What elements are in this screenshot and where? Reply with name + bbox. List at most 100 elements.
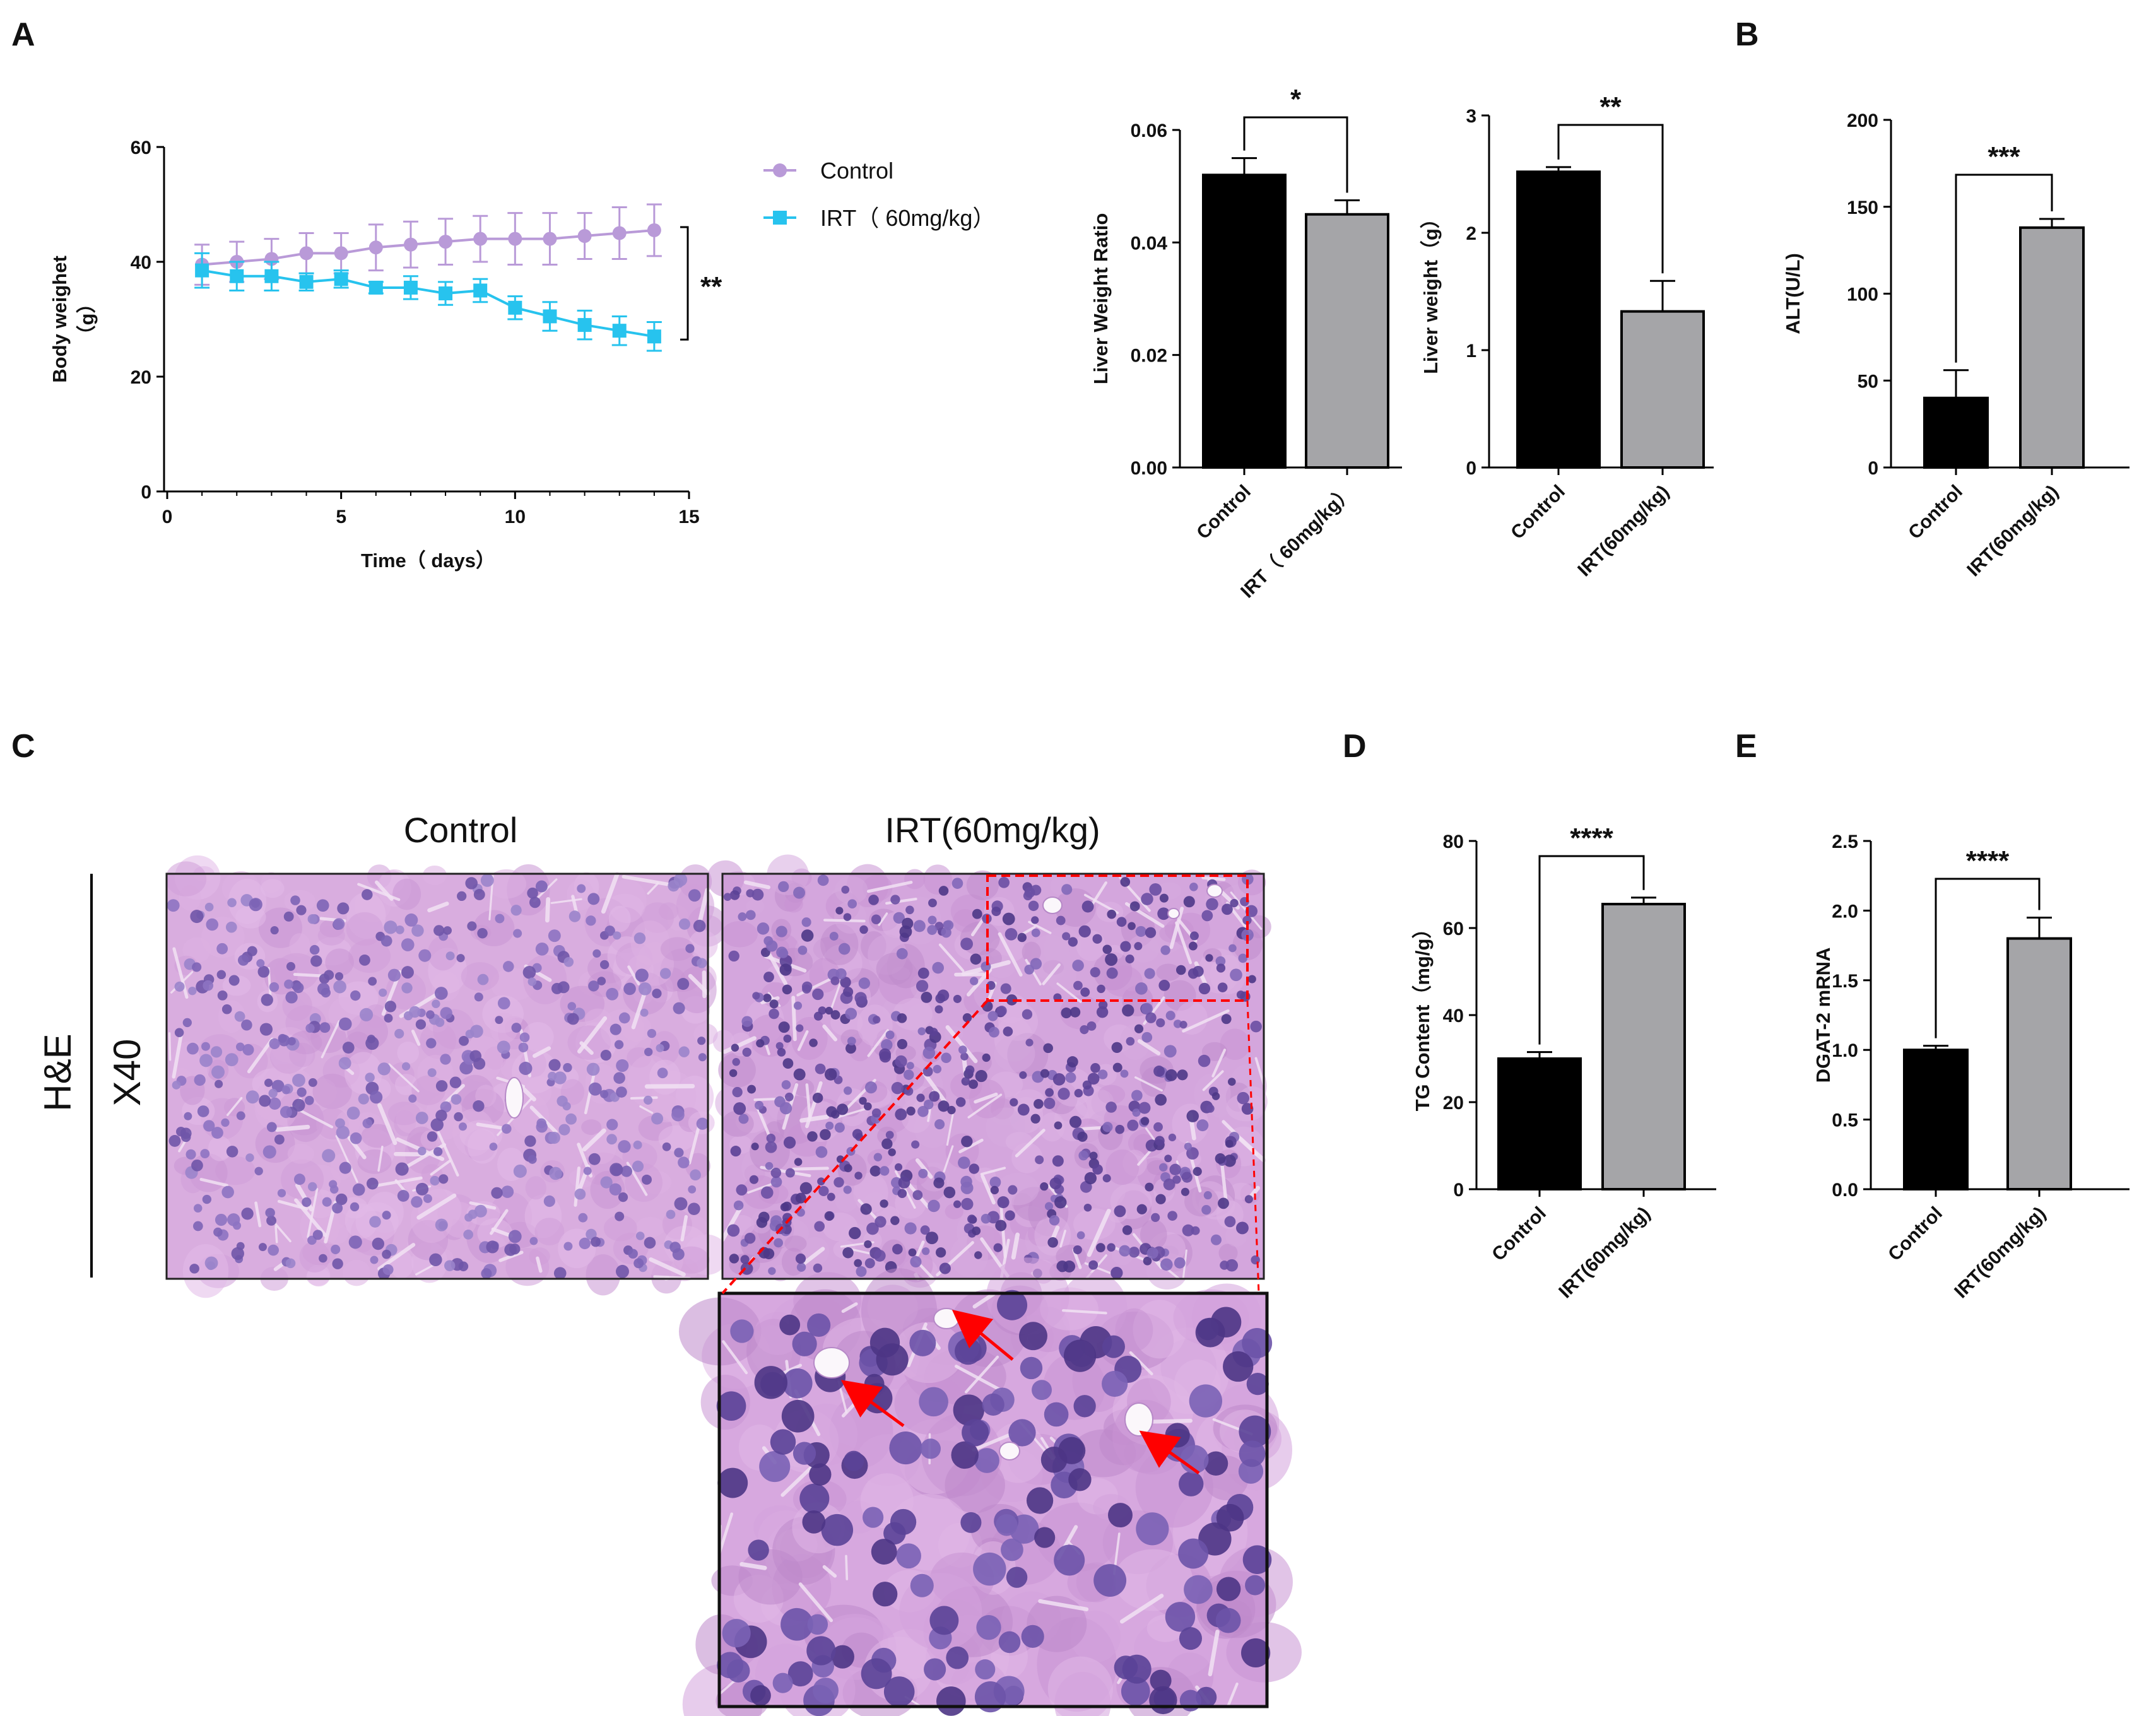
nucleus: [1088, 1260, 1099, 1270]
nucleus: [372, 1237, 385, 1250]
nucleus: [293, 1173, 305, 1185]
irt-zoom-tissue-image: [678, 1257, 1302, 1716]
nucleus: [193, 1221, 203, 1231]
nucleus: [1167, 1211, 1177, 1221]
nucleus: [1218, 1197, 1229, 1209]
nucleus: [1230, 898, 1239, 908]
y-tick-label: 0: [1868, 458, 1878, 479]
sinusoid: [491, 1227, 513, 1238]
data-point-irt: [299, 274, 314, 289]
nucleus: [693, 919, 706, 932]
nucleus: [1021, 1625, 1044, 1648]
lipid-droplet-arrow-3: [1139, 1430, 1200, 1475]
nucleus: [1054, 1196, 1067, 1209]
nucleus: [1165, 1069, 1177, 1081]
nucleus: [369, 1216, 381, 1228]
x-tick-label: Control: [1904, 481, 1967, 544]
sinusoid: [533, 1046, 551, 1058]
significance-label: ***: [1988, 141, 2020, 172]
y-tick-label: 3: [1466, 106, 1476, 127]
nucleus: [1205, 954, 1213, 962]
nucleus: [981, 1214, 991, 1224]
nucleus: [477, 973, 489, 985]
sinusoid: [797, 1030, 809, 1051]
bar-control: [1516, 170, 1601, 469]
nucleus: [806, 1636, 836, 1666]
cytoplasm-patch: [688, 930, 718, 960]
nucleus: [470, 1025, 483, 1038]
data-point-irt: [368, 280, 383, 295]
sinusoid: [274, 1225, 278, 1243]
nucleus: [1034, 1527, 1056, 1548]
bar-control: [1903, 1049, 1969, 1190]
cytoplasm-patch: [835, 876, 868, 905]
nucleus: [527, 977, 537, 986]
nucleus: [615, 1211, 625, 1221]
sinusoid: [226, 1096, 243, 1117]
nucleus: [618, 1012, 630, 1024]
nucleus: [1072, 960, 1084, 972]
nucleus: [898, 1177, 910, 1189]
sinusoid: [644, 1084, 695, 1089]
nucleus: [817, 1177, 825, 1185]
nucleus: [529, 1237, 538, 1245]
nucleus: [1107, 909, 1117, 919]
sinusoid: [801, 1247, 825, 1266]
nucleus: [610, 1163, 623, 1177]
nucleus: [889, 1431, 922, 1465]
nucleus: [844, 1086, 852, 1095]
nucleus: [881, 1138, 893, 1149]
nucleus: [1179, 1627, 1203, 1650]
y-tick-label: 0.0: [1832, 1180, 1858, 1201]
y-tick-label: 0.02: [1131, 346, 1167, 367]
nucleus: [756, 1039, 765, 1048]
nucleus: [1102, 1174, 1111, 1183]
nucleus: [1168, 1133, 1177, 1142]
nucleus: [910, 1255, 922, 1268]
nucleus: [184, 1112, 192, 1120]
sinusoid: [967, 1093, 1003, 1119]
nucleus: [174, 1028, 184, 1037]
nucleus: [415, 1019, 427, 1030]
nucleus: [203, 1120, 215, 1132]
nucleus: [951, 878, 963, 889]
nucleus: [1189, 883, 1198, 891]
sinusoid: [1120, 1594, 1164, 1624]
zoom-image-border: [717, 1291, 1269, 1708]
nucleus: [1026, 1487, 1054, 1514]
sinusoid: [172, 1029, 184, 1079]
nucleus: [934, 1005, 943, 1014]
nucleus: [439, 1174, 449, 1184]
sinusoid: [943, 1145, 954, 1173]
nucleus: [1238, 953, 1247, 963]
nucleus: [883, 1676, 915, 1707]
nucleus: [946, 1646, 969, 1669]
nucleus: [775, 1042, 784, 1050]
nucleus: [1069, 1115, 1082, 1128]
nucleus: [346, 1107, 360, 1120]
nucleus: [432, 999, 440, 1008]
nucleus: [1242, 915, 1252, 925]
sinusoid: [601, 872, 620, 914]
nucleus: [932, 961, 944, 974]
nucleus: [659, 968, 671, 979]
data-point-irt: [647, 329, 661, 344]
nucleus: [430, 1118, 444, 1131]
nucleus: [599, 960, 610, 970]
sinusoid: [377, 1146, 384, 1172]
nucleus: [841, 885, 850, 894]
nucleus: [333, 918, 345, 930]
nucleus: [854, 992, 867, 1004]
nucleus: [1065, 1072, 1076, 1083]
nucleus: [813, 1678, 839, 1703]
nucleus: [1181, 1172, 1193, 1183]
nucleus: [604, 926, 615, 936]
nucleus: [489, 1143, 498, 1151]
nucleus: [726, 1659, 750, 1683]
nucleus: [1138, 1102, 1151, 1114]
sinusoid: [822, 1024, 838, 1042]
nucleus: [435, 1218, 448, 1231]
nucleus: [1054, 1544, 1085, 1576]
nucleus: [990, 1185, 999, 1195]
y-axis-title: Liver weight（g）: [1420, 209, 1442, 374]
